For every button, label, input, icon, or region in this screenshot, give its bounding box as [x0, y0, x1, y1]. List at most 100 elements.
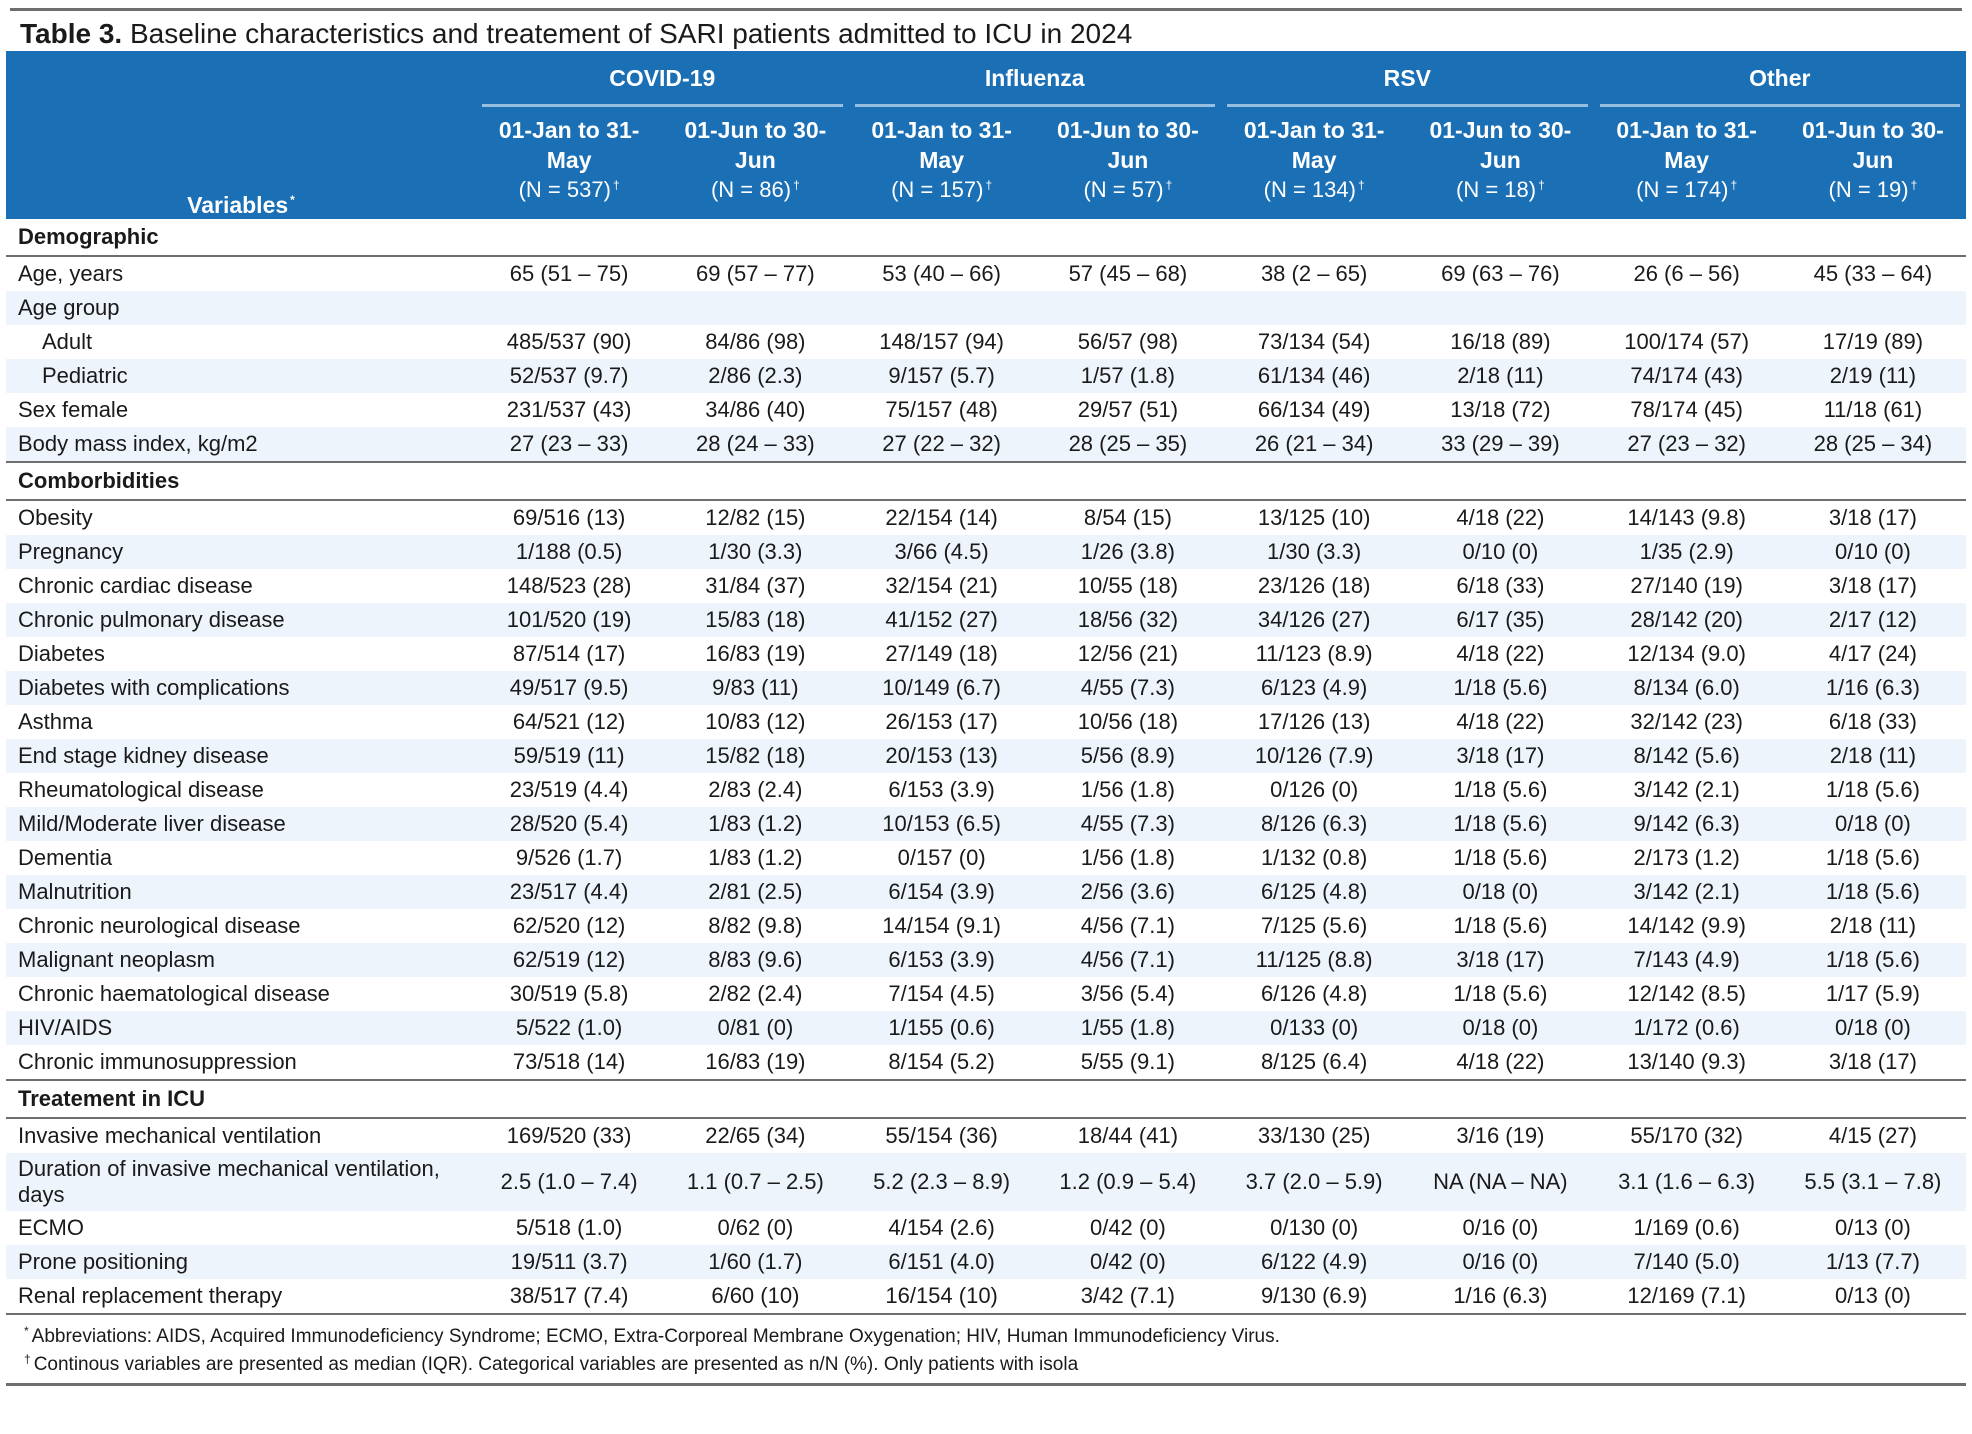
cell-value: 23/126 (18)	[1257, 573, 1371, 598]
cell-value: 1/83 (1.2)	[662, 807, 849, 841]
row-label: Pediatric	[6, 359, 476, 393]
cell-value: 101/520 (19)	[476, 603, 663, 637]
section-row: Comborbidities	[6, 462, 1967, 501]
row-label: Prone positioning	[6, 1245, 476, 1279]
period-footnote-mark: †	[793, 177, 800, 192]
cell-value	[1593, 291, 1780, 325]
cell-value: 1/55 (1.8)	[1034, 1011, 1222, 1045]
cell-value: 1/18 (5.6)	[1453, 845, 1548, 870]
cell-value: 14/142 (9.9)	[1627, 913, 1746, 938]
table-row: Diabetes with complications 49/517 (9.5) 9…	[6, 671, 1967, 705]
cell-value: 3.1 (1.6 – 6.3)	[1593, 1153, 1780, 1211]
row-label: Obesity	[18, 505, 93, 530]
cell-value: 1/18 (5.6)	[1407, 671, 1594, 705]
cell-value: 6/125 (4.8)	[1221, 875, 1408, 909]
cell-value: 3/18 (17)	[1828, 505, 1917, 530]
bottom-rule	[6, 1383, 1966, 1386]
cell-value: 62/520 (12)	[512, 913, 626, 938]
cell-value: 1/18 (5.6)	[1779, 943, 1967, 977]
cell-value: 49/517 (9.5)	[476, 671, 663, 705]
cell-value: 4/55 (7.3)	[1034, 807, 1222, 841]
cell-value: NA (NA – NA)	[1407, 1153, 1594, 1211]
cell-value: 75/157 (48)	[885, 397, 998, 422]
row-label: Malnutrition	[6, 875, 476, 909]
group-rule	[482, 104, 843, 107]
footnote-text: Continous variables are presented as med…	[33, 1354, 1079, 1375]
table-row: Chronic haematological disease 30/519 (5.…	[6, 977, 1966, 1011]
table-row: Diabetes 87/514 (17) 16/83 (19) 27/149 (18)…	[6, 637, 1966, 671]
cell-value: 17/19 (89)	[1822, 329, 1924, 354]
table-row: Rheumatological disease 23/519 (4.4) 2/83 …	[6, 773, 1966, 807]
period-count-text: (N = 174)	[1636, 177, 1729, 202]
row-label: Age, years	[18, 261, 124, 286]
cell-value: 16/83 (19)	[705, 641, 806, 666]
cell-value: 27/140 (19)	[1630, 573, 1743, 598]
cell-value: 10/126 (7.9)	[1221, 739, 1408, 773]
group-header-rsv: RSV	[1221, 51, 1594, 107]
cell-value: 12/142 (8.5)	[1627, 981, 1746, 1006]
cell-value: 14/154 (9.1)	[882, 913, 1001, 938]
cell-value: 1/18 (5.6)	[1825, 845, 1920, 870]
cell-value: 8/134 (6.0)	[1593, 671, 1780, 705]
table-row: Malnutrition 23/517 (4.4) 2/81 (2.5) 6/154 …	[6, 875, 1967, 909]
cell-value: 10/55 (18)	[1077, 573, 1179, 598]
cell-value: 53 (40 – 66)	[882, 261, 1001, 286]
group-header-other: Other	[1593, 51, 1967, 107]
row-label: Dementia	[18, 845, 113, 870]
cell-value: 1/18 (5.6)	[1453, 913, 1548, 938]
cell-value: 65 (51 – 75)	[509, 261, 629, 286]
variables-label: Variables	[187, 192, 289, 218]
page: Table 3. Baseline characteristics and tr…	[6, 0, 1967, 1386]
period-footnote-mark: †	[1357, 177, 1365, 192]
cell-value: 1/56 (1.8)	[1080, 777, 1175, 802]
cell-value: 8/154 (5.2)	[848, 1045, 1035, 1081]
period-count-text: (N = 86)	[710, 177, 792, 202]
cell-value: 10/56 (18)	[1077, 709, 1179, 734]
cell-value: 9/130 (6.9)	[1221, 1279, 1408, 1315]
cell-value: 2/18 (11)	[1829, 913, 1917, 938]
group-rule	[854, 104, 1216, 107]
period-header: 01-Jun to 30-Jun (N = 18) †	[1407, 107, 1594, 219]
table-header: Variables * COVID-19 Influenza RSV Other …	[6, 51, 1967, 219]
caption-label: Table 3.	[20, 18, 123, 49]
row-label: Sex female	[18, 397, 129, 422]
cell-value: 1/132 (0.8)	[1260, 845, 1368, 870]
cell-value: 45 (33 – 64)	[1813, 261, 1933, 286]
period-label: 01-Jun to 30-Jun	[684, 117, 827, 173]
cell-value: 1/155 (0.6)	[848, 1011, 1035, 1045]
group-name: COVID-19	[609, 65, 716, 91]
section-title: Comborbidities	[6, 462, 1967, 501]
period-label: 01-Jan to 31-May	[871, 117, 1012, 173]
cell-value: 6/17 (35)	[1407, 603, 1594, 637]
period-label: 01-Jan to 31-May	[1243, 117, 1385, 173]
variables-footnote-mark: *	[290, 193, 295, 208]
cell-value: 34/86 (40)	[705, 397, 806, 422]
row-label: Rheumatological disease	[18, 777, 264, 802]
period-count: (N = 57) †	[1039, 175, 1217, 205]
period-count: (N = 18) †	[1411, 175, 1589, 205]
section-row: Treatement in ICU	[6, 1080, 1967, 1119]
cell-value: 33 (29 – 39)	[1407, 427, 1594, 463]
table-row: Invasive mechanical ventilation 169/520 (…	[6, 1118, 1966, 1153]
cell-value: 9/142 (6.3)	[1593, 807, 1780, 841]
table-row: Chronic neurological disease 62/520 (12) 8…	[6, 909, 1966, 943]
cell-value: 3/56 (5.4)	[1080, 981, 1175, 1006]
cell-value: 1/18 (5.6)	[1407, 807, 1594, 841]
cell-value: 27/149 (18)	[885, 641, 998, 666]
row-label: Invasive mechanical ventilation	[18, 1123, 322, 1148]
cell-value: 41/152 (27)	[848, 603, 1035, 637]
row-label: Age group	[6, 291, 476, 325]
cell-value: 6/153 (3.9)	[888, 777, 995, 802]
cell-value: 9/157 (5.7)	[848, 359, 1035, 393]
period-count-text: (N = 18)	[1456, 177, 1537, 202]
table-row: Chronic cardiac disease 148/523 (28) 31/84…	[6, 569, 1966, 603]
row-label: Renal replacement therapy	[6, 1279, 476, 1315]
cell-value: 2/18 (11)	[1407, 359, 1594, 393]
cell-value: 12/169 (7.1)	[1593, 1279, 1780, 1315]
cell-value: 14/143 (9.8)	[1627, 505, 1746, 530]
cell-value: 66/134 (49)	[1257, 397, 1371, 422]
cell-value: 5.5 (3.1 – 7.8)	[1779, 1153, 1967, 1211]
table-row: Pediatric 52/537 (9.7) 2/86 (2.3) 9/157 (5.…	[6, 359, 1967, 393]
footnote-mark: †	[24, 1351, 31, 1366]
row-label: Pregnancy	[6, 535, 476, 569]
